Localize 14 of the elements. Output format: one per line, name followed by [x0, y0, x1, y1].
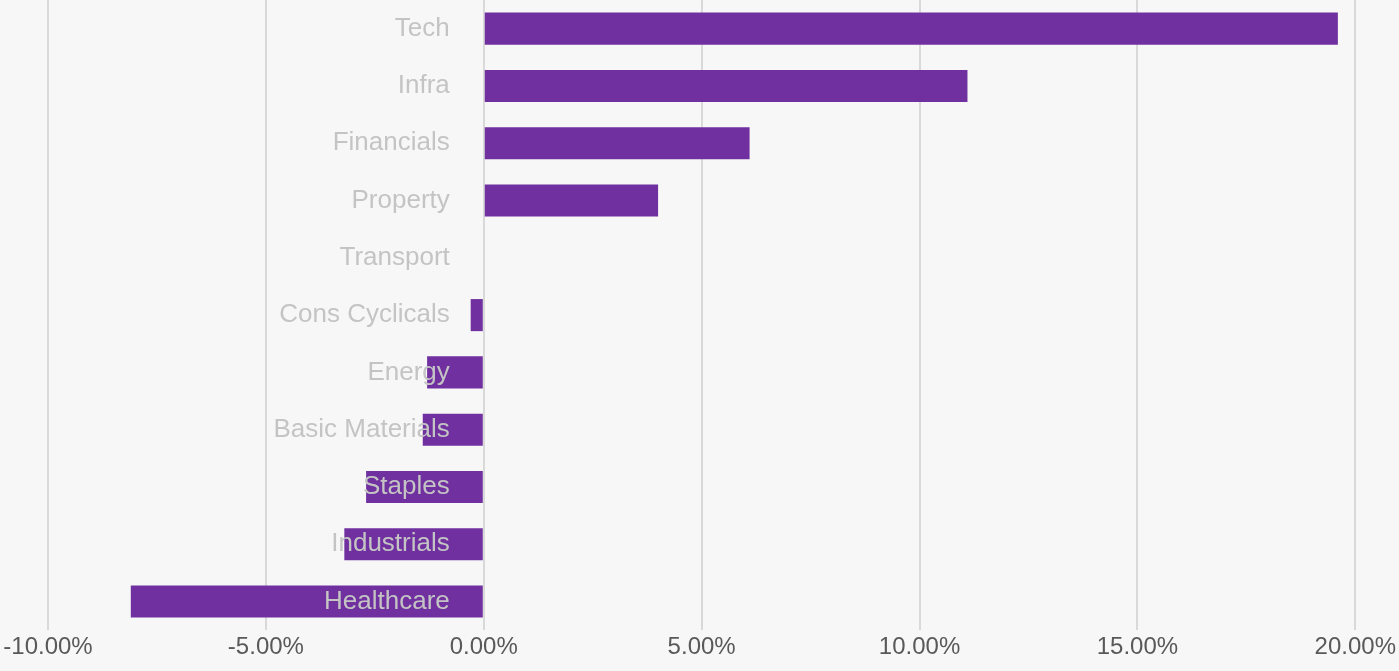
bar — [484, 69, 968, 102]
x-tick-label: 10.00% — [878, 632, 961, 660]
bar — [484, 184, 659, 217]
bar — [130, 585, 483, 618]
bar — [484, 127, 750, 160]
bar — [470, 299, 483, 332]
x-tick-label: -10.00% — [3, 632, 93, 660]
bar — [484, 12, 1338, 45]
y-tick-label: Healthcare — [324, 584, 450, 615]
x-tick-label: 20.00% — [1314, 632, 1396, 660]
x-tick-label: -5.00% — [227, 632, 304, 660]
x-tick-label: 15.00% — [1096, 632, 1179, 660]
x-tick-label: 0.00% — [449, 632, 518, 660]
x-tick-label: 5.00% — [667, 632, 736, 660]
